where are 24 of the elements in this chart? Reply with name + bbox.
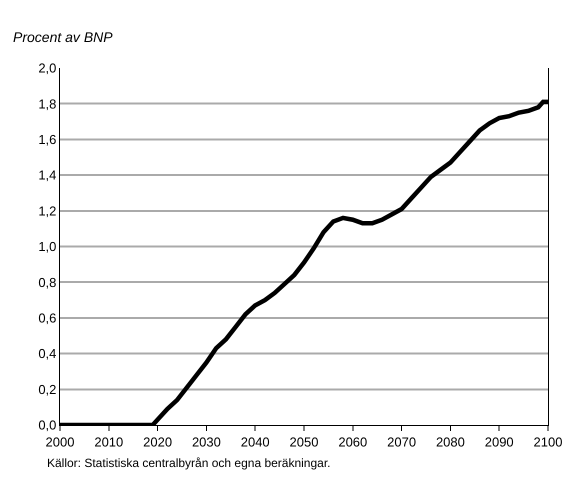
y-axis-title: Procent av BNP bbox=[13, 29, 114, 45]
x-tick-label: 2060 bbox=[338, 434, 368, 450]
x-tick-label: 2100 bbox=[534, 434, 562, 450]
x-tick-label: 2080 bbox=[436, 434, 465, 450]
y-tick-label: 1,2 bbox=[38, 203, 56, 218]
y-tick-label: 1,8 bbox=[38, 96, 56, 112]
x-tick-label: 2010 bbox=[94, 434, 124, 450]
x-tick-label: 2070 bbox=[387, 434, 416, 450]
x-tick-label: 2030 bbox=[192, 434, 221, 450]
y-tick-label: 0,2 bbox=[38, 382, 56, 397]
y-tick-label: 0,4 bbox=[38, 346, 56, 362]
y-tick-label: 0,0 bbox=[38, 418, 56, 433]
y-tick-label: 1,6 bbox=[38, 132, 56, 147]
y-tick-label: 0,8 bbox=[38, 274, 56, 290]
x-tick-label: 2000 bbox=[46, 434, 74, 450]
y-tick-label: 2,0 bbox=[38, 60, 56, 76]
x-tick-label: 2090 bbox=[484, 434, 514, 450]
y-tick-label: 0,6 bbox=[38, 310, 56, 326]
x-tick-label: 2020 bbox=[143, 434, 172, 450]
x-tick-label: 2040 bbox=[240, 434, 270, 450]
y-tick-label: 1,4 bbox=[38, 168, 56, 183]
x-tick-label: 2050 bbox=[290, 434, 318, 450]
y-tick-label: 1,0 bbox=[38, 239, 56, 254]
text: Källor: Statistiska centralbyrån och egna beräkningar. bbox=[47, 456, 330, 470]
